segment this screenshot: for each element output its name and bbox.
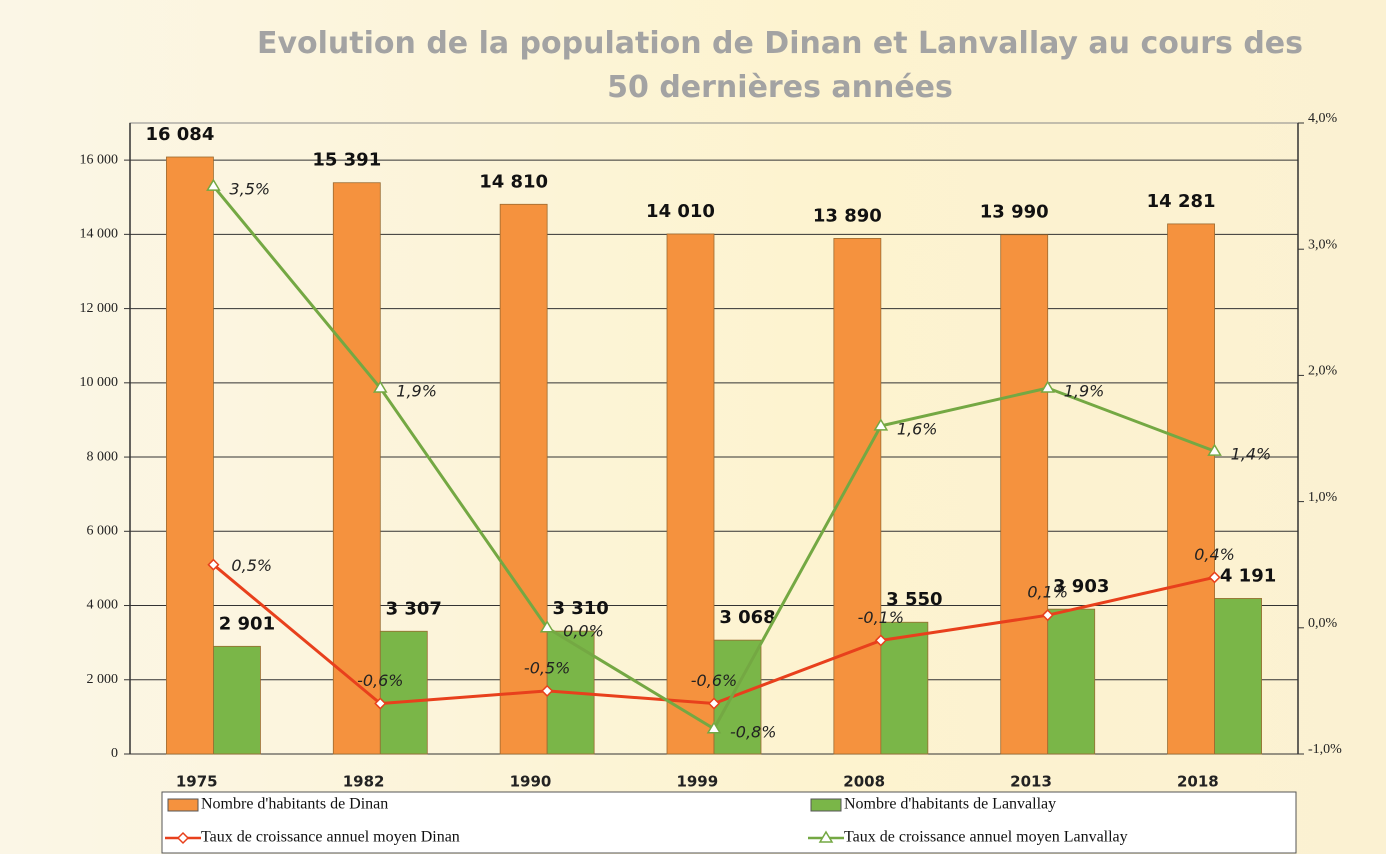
rate-label: -0,6%: [691, 671, 737, 690]
y-tick-label: 2 000: [87, 672, 119, 687]
x-tick-label: 1982: [343, 773, 385, 791]
bar-label: 3 310: [552, 598, 608, 619]
bar: [666, 233, 715, 755]
legend-label: Taux de croissance annuel moyen Lanvalla…: [844, 829, 1128, 846]
bar: [213, 645, 261, 755]
y2-tick-label: 3,0%: [1308, 237, 1338, 252]
rate-label: 3,5%: [229, 180, 270, 199]
line-marker: [176, 831, 190, 845]
legend-swatch: [167, 798, 199, 812]
x-tick-label: 2008: [843, 773, 885, 791]
bar: [1000, 234, 1049, 755]
bar: [1047, 608, 1096, 755]
bar-label: 14 281: [1147, 191, 1216, 212]
bar: [1214, 598, 1262, 755]
legend-label: Nombre d'habitants de Lanvallay: [844, 796, 1056, 813]
bar-label: 3 550: [886, 589, 942, 610]
y-tick-label: 10 000: [80, 375, 119, 390]
x-tick-label: 2013: [1010, 773, 1052, 791]
bar: [332, 182, 381, 755]
legend-box: [161, 791, 1297, 854]
y2-tick-label: -1,0%: [1308, 742, 1342, 757]
rate-label: 1,6%: [897, 419, 938, 438]
bar-label: 15 391: [312, 150, 381, 171]
bar: [499, 203, 548, 755]
bar: [1167, 223, 1215, 755]
y2-tick-label: 2,0%: [1308, 364, 1338, 379]
line-marker: [1040, 380, 1056, 393]
bar-label: 13 890: [813, 205, 882, 226]
bar-label: 13 990: [980, 202, 1049, 223]
line-marker: [372, 380, 388, 393]
rate-label: 0,5%: [231, 556, 272, 575]
legend-label: Nombre d'habitants de Dinan: [201, 796, 388, 813]
x-tick-label: 1975: [176, 773, 218, 791]
y-tick-label: 16 000: [80, 152, 119, 167]
bar-label: 3 307: [386, 598, 442, 619]
bar-label: 4 191: [1220, 565, 1276, 586]
line-marker: [539, 620, 555, 633]
line-marker: [1208, 571, 1221, 584]
line-marker: [1207, 443, 1222, 456]
rate-label: 0,0%: [563, 621, 604, 640]
y2-tick-label: 4,0%: [1308, 111, 1338, 126]
chart-title: Evolution de la population de Dinan et L…: [256, 26, 1303, 105]
y-tick-label: 12 000: [80, 301, 119, 316]
y-tick-label: 4 000: [87, 598, 119, 613]
bar-label: 3 903: [1053, 576, 1109, 597]
bar: [880, 621, 929, 755]
bar-label: 14 010: [646, 201, 715, 222]
line-marker: [874, 634, 887, 647]
x-tick-label: 1990: [510, 773, 552, 791]
rate-label: 0,4%: [1194, 545, 1235, 564]
y2-tick-label: 1,0%: [1308, 490, 1338, 505]
legend-label: Taux de croissance annuel moyen Dinan: [201, 829, 460, 846]
bar-label: 16 084: [145, 124, 214, 145]
y-tick-label: 14 000: [80, 227, 119, 242]
y-tick-label: 6 000: [87, 524, 119, 539]
line-marker: [374, 697, 387, 710]
x-tick-label: 1999: [676, 773, 718, 791]
rate-label: 1,9%: [1064, 382, 1105, 401]
rate-label: 1,4%: [1231, 445, 1272, 464]
rate-label: 1,9%: [396, 382, 437, 401]
line-marker: [706, 721, 722, 734]
y-tick-label: 8 000: [87, 449, 119, 464]
line-marker: [818, 830, 834, 843]
bar: [379, 630, 428, 755]
rate-label: -0,6%: [357, 671, 403, 690]
rate-label: -0,5%: [524, 658, 570, 677]
rate-label: -0,8%: [730, 722, 776, 741]
bar-label: 3 068: [719, 607, 775, 628]
y2-tick-label: 0,0%: [1308, 616, 1338, 631]
line-marker: [873, 418, 889, 431]
rate-label: -0,1%: [858, 608, 904, 627]
legend-swatch: [810, 798, 842, 812]
x-tick-label: 2018: [1177, 773, 1219, 791]
bar-label: 2 901: [219, 613, 275, 634]
line-marker: [206, 178, 221, 191]
rate-label: 0,1%: [1027, 583, 1068, 602]
bar: [166, 156, 214, 755]
line-marker: [707, 697, 721, 710]
y-tick-label: 0: [111, 746, 118, 761]
bar-label: 14 810: [479, 171, 548, 192]
line-marker: [207, 558, 220, 571]
line-marker: [1041, 609, 1054, 622]
line-marker: [541, 684, 554, 697]
